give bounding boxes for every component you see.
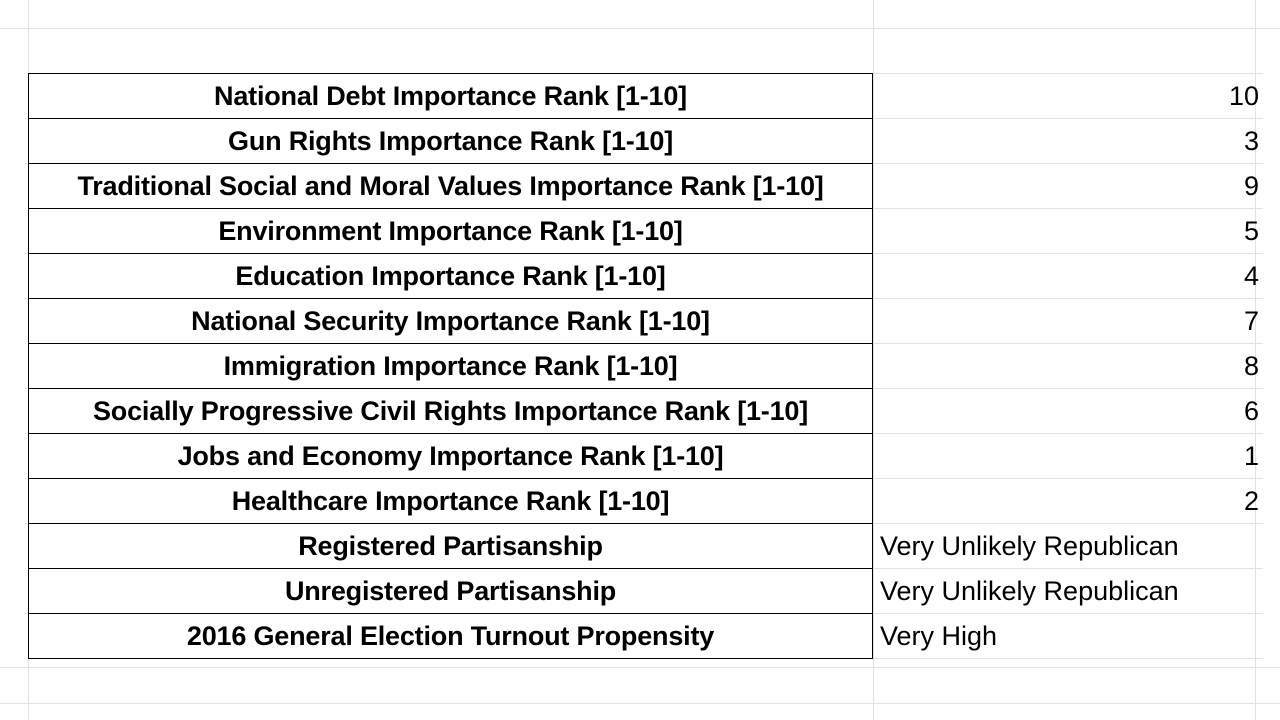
data-table: National Debt Importance Rank [1-10] 10 … [28,73,1263,659]
value-cell[interactable]: 4 [872,253,1263,299]
table-row: Environment Importance Rank [1-10] 5 [28,208,1263,254]
label-cell[interactable]: Registered Partisanship [28,523,873,569]
label-cell[interactable]: Immigration Importance Rank [1-10] [28,343,873,389]
value-cell[interactable]: 8 [872,343,1263,389]
value-cell[interactable]: 1 [872,433,1263,479]
value-cell[interactable]: 2 [872,478,1263,524]
value-cell[interactable]: 6 [872,388,1263,434]
label-cell[interactable]: Healthcare Importance Rank [1-10] [28,478,873,524]
gridline [0,703,1280,704]
label-cell[interactable]: Socially Progressive Civil Rights Import… [28,388,873,434]
value-cell[interactable]: 9 [872,163,1263,209]
table-row: 2016 General Election Turnout Propensity… [28,613,1263,659]
gridline [0,28,1280,29]
table-row: Unregistered Partisanship Very Unlikely … [28,568,1263,614]
label-cell[interactable]: 2016 General Election Turnout Propensity [28,613,873,659]
table-row: Registered Partisanship Very Unlikely Re… [28,523,1263,569]
value-cell[interactable]: 5 [872,208,1263,254]
value-cell[interactable]: Very Unlikely Republican [872,568,1263,614]
table-row: National Debt Importance Rank [1-10] 10 [28,73,1263,119]
label-cell[interactable]: Traditional Social and Moral Values Impo… [28,163,873,209]
value-cell[interactable]: Very Unlikely Republican [872,523,1263,569]
value-cell[interactable]: Very High [872,613,1263,659]
table-row: Gun Rights Importance Rank [1-10] 3 [28,118,1263,164]
value-cell[interactable]: 10 [872,73,1263,119]
label-cell[interactable]: Environment Importance Rank [1-10] [28,208,873,254]
value-cell[interactable]: 7 [872,298,1263,344]
table-row: Healthcare Importance Rank [1-10] 2 [28,478,1263,524]
table-row: Education Importance Rank [1-10] 4 [28,253,1263,299]
table-row: Socially Progressive Civil Rights Import… [28,388,1263,434]
label-cell[interactable]: Gun Rights Importance Rank [1-10] [28,118,873,164]
label-cell[interactable]: Unregistered Partisanship [28,568,873,614]
value-cell[interactable]: 3 [872,118,1263,164]
gridline [0,667,1280,668]
table-row: Jobs and Economy Importance Rank [1-10] … [28,433,1263,479]
label-cell[interactable]: National Debt Importance Rank [1-10] [28,73,873,119]
label-cell[interactable]: Education Importance Rank [1-10] [28,253,873,299]
table-row: Immigration Importance Rank [1-10] 8 [28,343,1263,389]
table-row: Traditional Social and Moral Values Impo… [28,163,1263,209]
table-row: National Security Importance Rank [1-10]… [28,298,1263,344]
label-cell[interactable]: Jobs and Economy Importance Rank [1-10] [28,433,873,479]
label-cell[interactable]: National Security Importance Rank [1-10] [28,298,873,344]
